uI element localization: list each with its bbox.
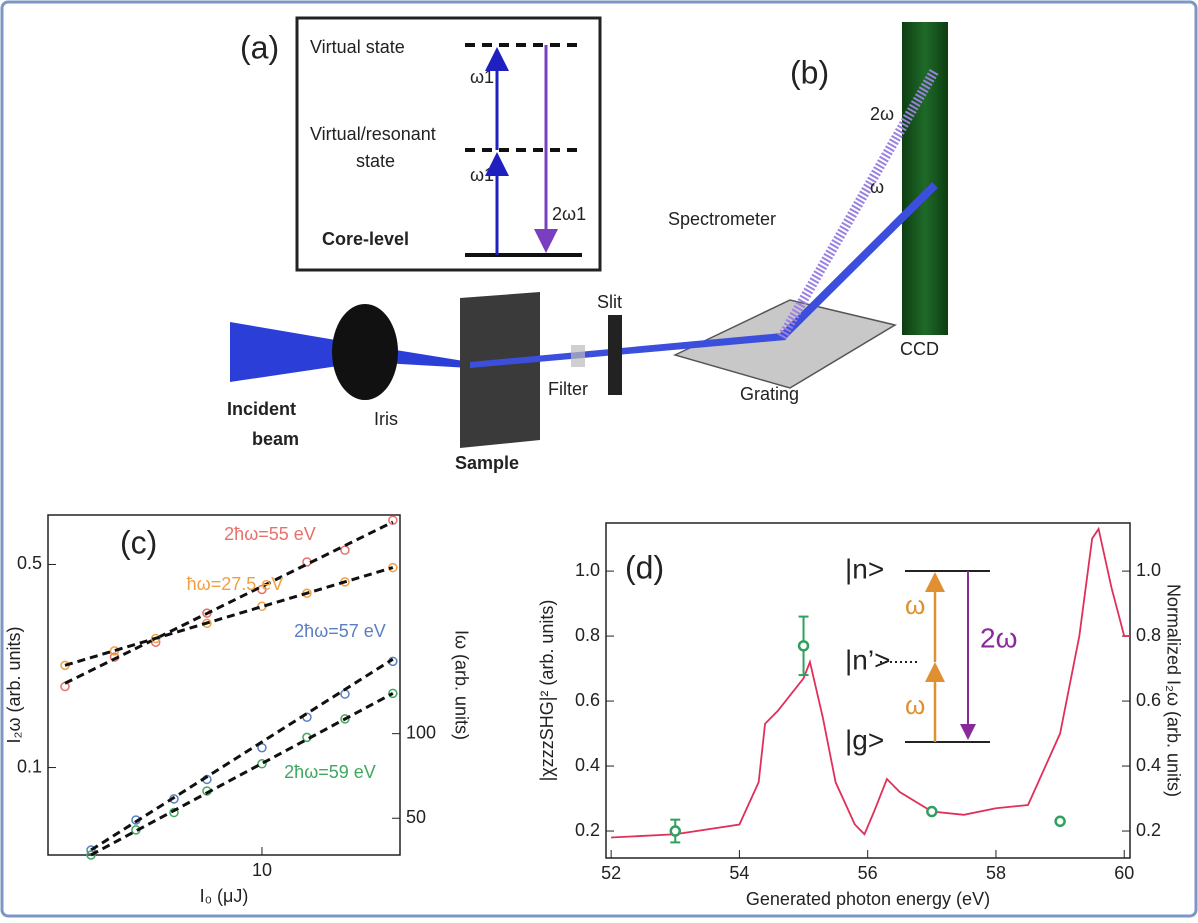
- data-line: [611, 526, 1130, 839]
- data-point: [86, 850, 96, 860]
- fit-line: [90, 692, 394, 857]
- fit-line: [64, 520, 394, 685]
- component-label: Incident: [227, 399, 296, 419]
- x-tick-label: 10: [252, 860, 272, 880]
- data-point: [169, 807, 179, 818]
- level-label: state: [356, 151, 395, 171]
- data-point: [388, 515, 398, 525]
- slit: [608, 315, 622, 395]
- series-label: 2ħω=57 eV: [294, 621, 386, 641]
- data-point: [257, 742, 267, 753]
- panel-label: (b): [790, 54, 829, 90]
- data-point: [1054, 815, 1066, 828]
- omega-label: ω: [905, 690, 925, 720]
- component-label: beam: [252, 429, 299, 449]
- iris: [332, 304, 398, 400]
- ccd: [902, 22, 948, 335]
- series-label: 2ħω=59 eV: [284, 762, 376, 782]
- y-axis-label: |χzzzSHG|² (arb. units): [537, 600, 557, 782]
- component-label: Sample: [455, 453, 519, 473]
- x-axis-label: I₀ (μJ): [200, 886, 249, 906]
- data-point: [257, 759, 267, 769]
- beam-label: 2ω: [870, 104, 894, 124]
- inset-box: [295, 16, 602, 272]
- series-label: 2ħω=55 eV: [224, 524, 316, 544]
- omega-label: 2ω: [980, 622, 1017, 653]
- y2-tick-label: 50: [406, 807, 426, 827]
- omega-label: 2ω1: [552, 204, 586, 224]
- data-point: [340, 714, 350, 724]
- grating: [672, 299, 897, 389]
- omega-label: ω1: [470, 67, 494, 87]
- panel-label: (c): [120, 524, 157, 560]
- y2-tick-label: 0.4: [1136, 755, 1161, 775]
- y-tick-label: 1.0: [575, 560, 600, 580]
- x-tick-label: 56: [858, 863, 878, 883]
- data-point: [797, 640, 810, 652]
- data-point: [340, 545, 350, 555]
- component-label: Spectrometer: [668, 209, 776, 229]
- sample: [460, 292, 540, 448]
- panel-a: (a) Virtual state ω1 Virtual/resonant st…: [240, 16, 602, 272]
- component-label: CCD: [900, 339, 939, 359]
- data-point: [926, 805, 938, 818]
- series-label: ħω=27.5 eV: [187, 574, 284, 594]
- y-tick-label: 0.2: [575, 820, 600, 840]
- two-omega-beam: [777, 67, 940, 340]
- y2-axis-label: Iω (arb. units): [451, 630, 471, 740]
- level-label: Core-level: [322, 229, 409, 249]
- component-label: Filter: [548, 379, 588, 399]
- x-tick-label: 58: [986, 863, 1006, 883]
- panel-b: (b) 2ω ω Spectrometer Slit CCD Filter Gr…: [227, 22, 948, 473]
- y2-tick-label: 0.2: [1136, 820, 1161, 840]
- y-axis-label: I₂ω (arb. units): [4, 626, 24, 743]
- y-tick-label: 0.1: [17, 756, 42, 776]
- y2-tick-label: 100: [406, 722, 436, 742]
- filter: [571, 345, 585, 367]
- beam-label: ω: [870, 177, 884, 197]
- fit-line: [64, 566, 394, 667]
- level-label: |n>: [845, 553, 884, 584]
- omega-label: ω: [905, 590, 925, 620]
- omega-beam: [779, 182, 938, 340]
- y2-axis-label: Normalized I₂ω (arb. units): [1163, 584, 1183, 797]
- y-tick-label: 0.4: [575, 755, 600, 775]
- y2-tick-label: 0.6: [1136, 690, 1161, 710]
- data-point: [669, 825, 682, 837]
- y2-tick-label: 0.8: [1136, 625, 1161, 645]
- x-tick-label: 52: [601, 863, 621, 883]
- component-label: Iris: [374, 409, 398, 429]
- level-label: |g>: [845, 724, 884, 755]
- panel-d-inset: |n> |n’> |g> ω ω 2ω: [845, 553, 1017, 755]
- panel-label: (a): [240, 29, 279, 65]
- x-tick-label: 54: [729, 863, 749, 883]
- y2-tick-label: 1.0: [1136, 560, 1161, 580]
- level-label: Virtual/resonant: [310, 124, 436, 144]
- x-axis-label: Generated photon energy (eV): [746, 889, 990, 909]
- omega-label: ω1: [470, 165, 494, 185]
- beam: [470, 333, 786, 368]
- y-tick-label: 0.8: [575, 625, 600, 645]
- level-label: |n’>: [845, 644, 890, 675]
- component-label: Grating: [740, 384, 799, 404]
- fit-line: [90, 657, 394, 852]
- x-tick-label: 60: [1114, 863, 1134, 883]
- data-point: [388, 688, 398, 699]
- level-label: Virtual state: [310, 37, 405, 57]
- plot-frame: [47, 514, 401, 856]
- panel-label: (d): [625, 549, 664, 585]
- component-label: Slit: [597, 292, 622, 312]
- y-tick-label: 0.6: [575, 690, 600, 710]
- y-tick-label: 0.5: [17, 553, 42, 573]
